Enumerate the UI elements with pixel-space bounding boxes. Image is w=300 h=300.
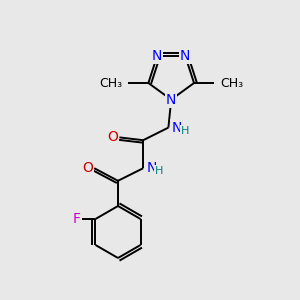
Text: N: N — [171, 121, 182, 135]
Text: CH₃: CH₃ — [220, 76, 243, 89]
Text: N: N — [152, 49, 162, 63]
Text: N: N — [166, 93, 176, 106]
Text: O: O — [107, 130, 118, 144]
Text: N: N — [180, 49, 190, 63]
Text: F: F — [73, 212, 80, 226]
Text: H: H — [155, 166, 164, 176]
Text: O: O — [82, 161, 93, 175]
Text: CH₃: CH₃ — [99, 76, 122, 89]
Text: N: N — [146, 161, 157, 175]
Text: H: H — [180, 126, 189, 136]
